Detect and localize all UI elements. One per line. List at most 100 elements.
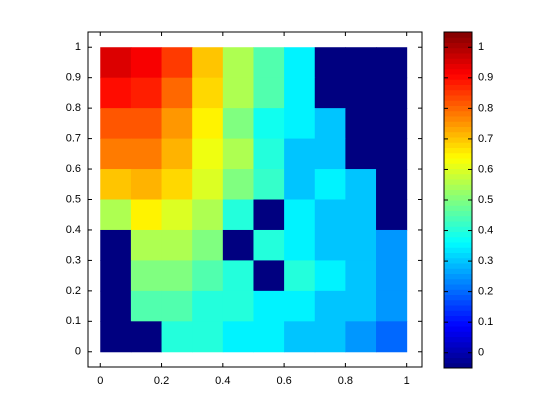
heat-cell (161, 290, 193, 322)
colorbar-swatch (444, 163, 472, 169)
heat-cell (192, 290, 224, 322)
heat-cell (284, 47, 316, 79)
colorbar-tick-label: 0.6 (478, 163, 493, 175)
heat-cell (130, 229, 163, 261)
heat-cell (253, 260, 285, 292)
heat-cell (345, 138, 377, 170)
heat-cell (253, 169, 285, 200)
heat-cell (376, 169, 408, 200)
colorbar-swatch (444, 205, 472, 211)
colorbar-swatch (444, 79, 472, 85)
heat-cell (130, 321, 163, 353)
colorbar-swatch (444, 231, 472, 238)
y-tick-label: 0.2 (66, 285, 81, 297)
colorbar-swatch (444, 336, 472, 343)
colorbar-swatch (444, 42, 472, 49)
heat-cell (100, 229, 132, 261)
colorbar-swatch (444, 158, 472, 164)
colorbar-swatch (444, 142, 472, 148)
colorbar-swatch (444, 331, 472, 337)
heat-cell (253, 199, 285, 231)
y-tick-label: 0.8 (66, 102, 81, 114)
y-tick-label: 0.7 (66, 132, 81, 144)
colorbar-swatch (444, 268, 472, 274)
heat-cell (253, 47, 285, 79)
heat-cell (192, 108, 224, 140)
heat-cell (253, 77, 285, 109)
heat-cell (100, 108, 132, 140)
heat-cell (130, 199, 163, 231)
y-tick-label: 0 (75, 346, 81, 358)
heat-cell (253, 290, 285, 322)
heat-cell (192, 169, 224, 200)
heat-cell (130, 260, 163, 292)
colorbar-swatch (444, 189, 472, 196)
colorbar-swatch (444, 194, 472, 201)
heat-cell (100, 260, 132, 292)
heat-cell (314, 290, 346, 322)
colorbar-swatch (444, 58, 472, 64)
colorbar-swatch (444, 105, 472, 112)
heat-cell (345, 260, 377, 292)
heat-cell (345, 290, 377, 322)
heat-cell (253, 321, 285, 353)
colorbar-swatch (444, 173, 472, 180)
heat-cell (100, 199, 132, 231)
x-tick-label: 0 (97, 375, 103, 387)
heat-cell (284, 169, 316, 200)
colorbar-tick-label: 0.2 (478, 286, 493, 298)
colorbar-swatch (444, 53, 472, 59)
heat-cell (253, 229, 285, 261)
y-tick-label: 0.4 (66, 224, 81, 236)
colorbar-swatch (444, 68, 472, 75)
colorbar-swatch (444, 289, 472, 295)
heat-cell (376, 199, 408, 231)
heat-cell (192, 47, 224, 79)
heat-cell (100, 290, 132, 322)
colorbar-swatch (444, 236, 472, 243)
heat-cell (314, 229, 346, 261)
colorbar-swatch (444, 47, 472, 54)
heat-cell (192, 321, 224, 353)
heat-cell (376, 138, 408, 170)
colorbar-swatch (444, 184, 472, 190)
colorbar-swatch (444, 116, 472, 122)
heat-cell (130, 77, 163, 109)
heat-cell (314, 199, 346, 231)
heat-cell (345, 77, 377, 109)
colorbar-swatch (444, 126, 472, 133)
colorbar-swatch (444, 200, 472, 206)
heat-cell (222, 77, 254, 109)
colorbar-tick-label: 0.4 (478, 224, 493, 236)
colorbar-swatch (444, 168, 472, 175)
colorbar-swatch (444, 310, 472, 316)
colorbar-swatch (444, 100, 472, 106)
colorbar-tick-label: 0.3 (478, 255, 493, 267)
colorbar-swatch (444, 137, 472, 143)
colorbar-swatch (444, 84, 472, 91)
heat-cell (161, 169, 193, 200)
colorbar-swatch (444, 315, 472, 322)
heat-cell (161, 260, 193, 292)
y-tick-label: 1 (75, 41, 81, 53)
heat-cell (130, 290, 163, 322)
colorbar-swatch (444, 252, 472, 259)
colorbar-swatch (444, 74, 472, 80)
heat-cell (100, 47, 132, 79)
colorbar-swatch (444, 63, 472, 70)
colorbar-swatch (444, 221, 472, 227)
heat-cell (345, 321, 377, 353)
colorbar-swatch (444, 110, 472, 117)
colorbar-swatch (444, 299, 472, 306)
colorbar-tick-label: 0.8 (478, 102, 493, 114)
x-tick-label: 0.4 (215, 375, 230, 387)
heat-cell (345, 47, 377, 79)
heat-cell (314, 47, 346, 79)
y-tick-label: 0.9 (66, 72, 81, 84)
colorbar-tick-label: 0.5 (478, 194, 493, 206)
colorbar-swatch (444, 32, 472, 38)
colorbar-swatch (444, 257, 472, 264)
heat-cell (161, 229, 193, 261)
colorbar-swatch (444, 320, 472, 327)
heat-cell (253, 108, 285, 140)
